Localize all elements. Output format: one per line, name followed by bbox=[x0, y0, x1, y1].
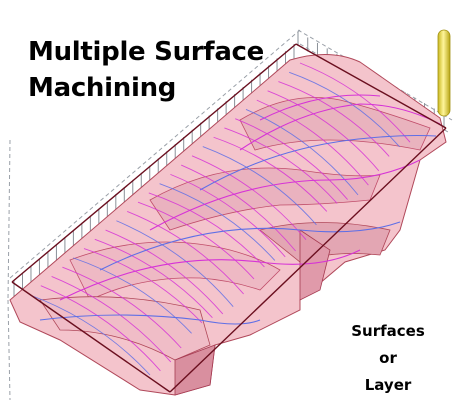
machining-boundary bbox=[11, 43, 447, 393]
caption-line-1: Surfaces bbox=[351, 322, 425, 340]
toolpath-lines bbox=[29, 62, 441, 376]
caption-line-3: Layer bbox=[364, 376, 412, 394]
title-line-2: Machining bbox=[28, 73, 177, 103]
page-title: Multiple Surface Machining bbox=[28, 34, 268, 106]
title-line-1: Multiple Surface bbox=[28, 37, 265, 67]
caption-line-2: or bbox=[379, 349, 397, 367]
surfaces-or-layer-caption: Surfaces or Layer bbox=[340, 318, 436, 399]
cutting-tool-icon bbox=[437, 29, 451, 117]
machined-surface bbox=[9, 53, 447, 396]
